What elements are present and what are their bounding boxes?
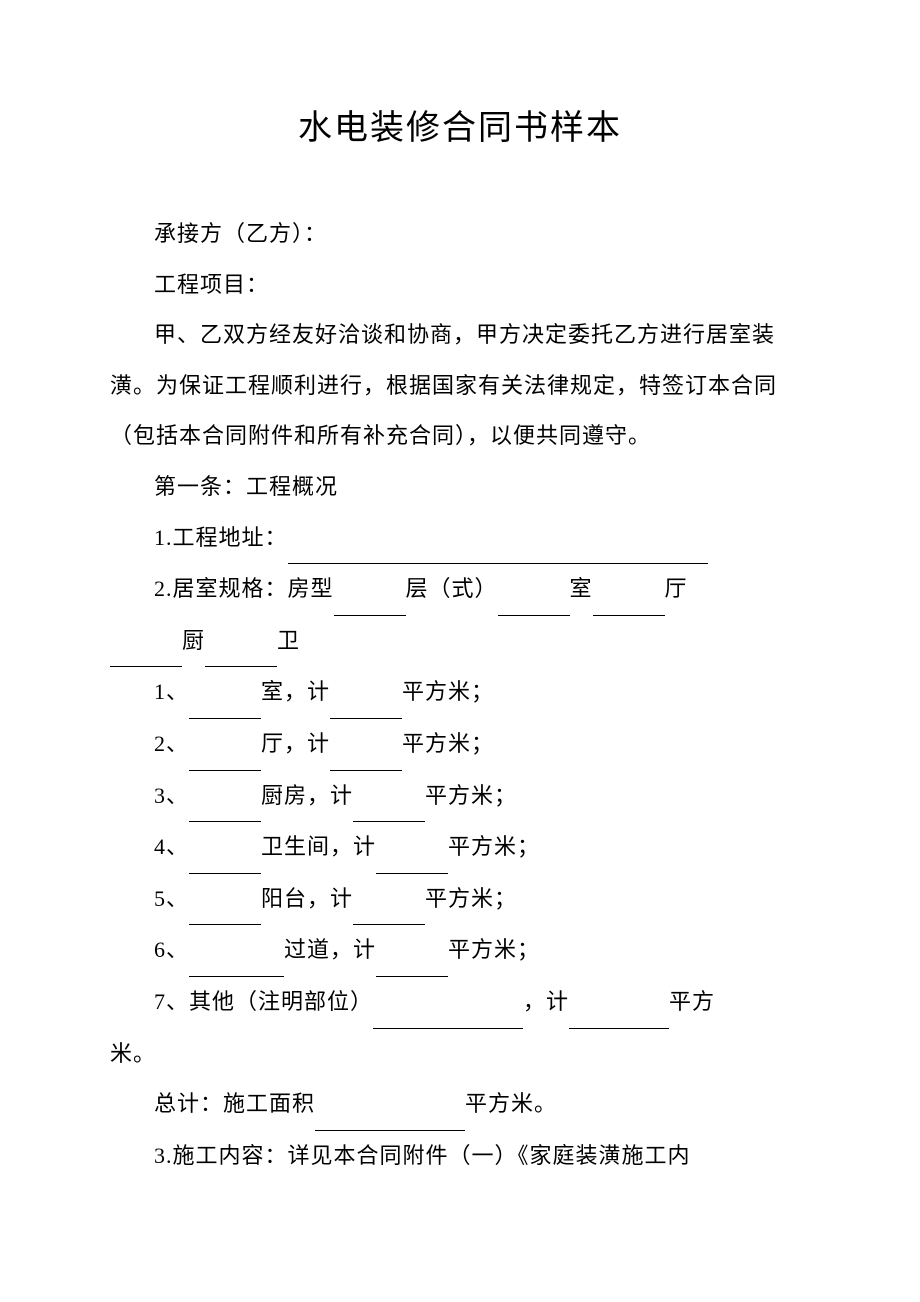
sub-1-unit: 平方米； <box>402 679 494 704</box>
blank-sub2b <box>330 719 402 771</box>
sub-1-room: 1、 室，计 平方米； <box>110 667 810 719</box>
sub-2-hall-text: 厅，计 <box>261 731 330 756</box>
sub-6-corridor: 6、 过道，计 平方米； <box>110 925 810 977</box>
party-b-line: 承接方（乙方）： <box>110 209 810 260</box>
document-body: 承接方（乙方）： 工程项目： 甲、乙双方经友好洽谈和协商，甲方决定委托乙方进行居… <box>110 209 810 1181</box>
sub-1-room-text: 室，计 <box>261 679 330 704</box>
sub-2-unit: 平方米； <box>402 731 494 756</box>
item-1-label: 1.工程地址： <box>154 525 288 550</box>
sub-6-pre: 6、 <box>154 937 189 962</box>
blank-sub5a <box>189 874 261 926</box>
item-2-room: 室 <box>570 576 593 601</box>
blank-address <box>288 513 708 565</box>
sub-4-unit: 平方米； <box>448 834 540 859</box>
blank-sub5b <box>353 874 425 926</box>
sub-3-kitchen-text: 厨房，计 <box>261 783 353 808</box>
sub-5-pre: 5、 <box>154 886 189 911</box>
total-area: 总计：施工面积 平方米。 <box>110 1079 810 1131</box>
sub-5-balcony-text: 阳台，计 <box>261 886 353 911</box>
blank-hall <box>593 564 665 616</box>
blank-sub6b <box>376 925 448 977</box>
blank-bath <box>205 616 277 668</box>
intro-paragraph: 甲、乙双方经友好洽谈和协商，甲方决定委托乙方进行居室装潢。为保证工程顺利进行，根… <box>110 310 810 462</box>
blank-total <box>315 1079 465 1131</box>
sub-2-pre: 2、 <box>154 731 189 756</box>
item-1-address: 1.工程地址： <box>110 513 810 565</box>
blank-sub1a <box>189 667 261 719</box>
item-2-spec-line1: 2.居室规格：房型 层（式） 室 厅 <box>110 564 810 616</box>
blank-sub6a <box>189 925 284 977</box>
item-2-hall: 厅 <box>665 576 688 601</box>
blank-sub4b <box>376 822 448 874</box>
blank-sub7a <box>373 977 523 1029</box>
sub-4-pre: 4、 <box>154 834 189 859</box>
sub-6-unit: 平方米； <box>448 937 540 962</box>
total-pre: 总计：施工面积 <box>154 1091 315 1116</box>
blank-floor <box>334 564 406 616</box>
item-3-content: 3.施工内容：详见本合同附件（一）《家庭装潢施工内 <box>110 1131 810 1182</box>
sub-4-bath: 4、 卫生间，计 平方米； <box>110 822 810 874</box>
sub-3-pre: 3、 <box>154 783 189 808</box>
sub-7-pre: 7、其他（注明部位） <box>154 989 373 1014</box>
sub-5-balcony: 5、 阳台，计 平方米； <box>110 874 810 926</box>
sub-4-bath-text: 卫生间，计 <box>261 834 376 859</box>
blank-sub2a <box>189 719 261 771</box>
sub-1-pre: 1、 <box>154 679 189 704</box>
sub-7-unit: 平方 <box>669 989 715 1014</box>
blank-kitchen <box>110 616 182 668</box>
sub-5-unit: 平方米； <box>425 886 517 911</box>
item-2-spec-line2: 厨 卫 <box>110 616 810 668</box>
blank-sub1b <box>330 667 402 719</box>
item-2-prefix: 2.居室规格：房型 <box>154 576 334 601</box>
sub-2-hall: 2、 厅，计 平方米； <box>110 719 810 771</box>
item-2-floor: 层（式） <box>406 576 498 601</box>
sub-3-kitchen: 3、 厨房，计 平方米； <box>110 771 810 823</box>
project-line: 工程项目： <box>110 260 810 311</box>
sub-6-corridor-text: 过道，计 <box>284 937 376 962</box>
blank-sub7b <box>569 977 669 1029</box>
sub-7-mid: ，计 <box>523 989 569 1014</box>
document-title: 水电装修合同书样本 <box>110 100 810 149</box>
item-2-kitchen: 厨 <box>182 628 205 653</box>
sub-7-other: 7、其他（注明部位） ，计 平方 <box>110 977 810 1029</box>
blank-sub4a <box>189 822 261 874</box>
sub-7-end: 米。 <box>110 1029 810 1080</box>
blank-room <box>498 564 570 616</box>
item-2-bath: 卫 <box>277 628 300 653</box>
article-1-heading: 第一条：工程概况 <box>110 462 810 513</box>
blank-sub3a <box>189 771 261 823</box>
total-unit: 平方米。 <box>465 1091 557 1116</box>
blank-sub3b <box>353 771 425 823</box>
sub-3-unit: 平方米； <box>425 783 517 808</box>
